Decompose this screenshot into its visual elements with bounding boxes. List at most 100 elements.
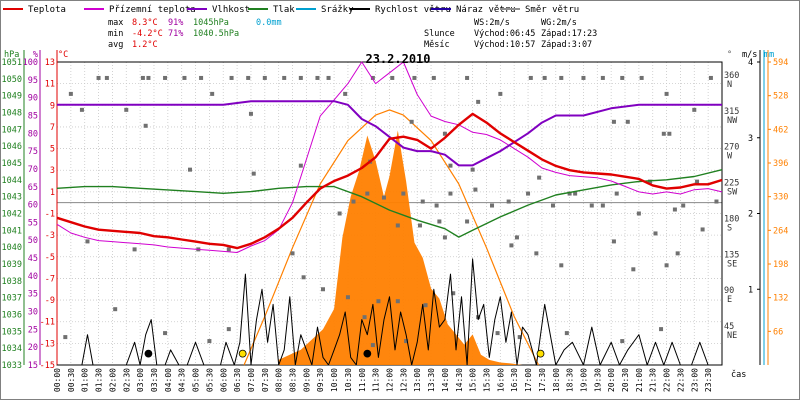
wind-direction-point — [470, 167, 475, 172]
time-tick-label: 11:30 — [372, 368, 381, 392]
time-tick-label: 06:30 — [233, 368, 242, 392]
wind-direction-point — [326, 75, 331, 80]
direction-degree-label: 45 — [724, 322, 734, 332]
time-tick-label: 13:00 — [413, 368, 422, 392]
ground-temperature-line — [56, 61, 723, 253]
wind-direction-point — [473, 187, 478, 192]
wind-direction-point — [282, 75, 287, 80]
wind-direction-point — [564, 331, 569, 336]
sun-moon-marker — [144, 349, 153, 358]
direction-degree-label: 360 — [724, 71, 739, 81]
pct-tick-label: 25 — [28, 325, 38, 335]
time-tick-label: 15:00 — [469, 368, 478, 392]
wind-direction-point — [146, 75, 151, 80]
wind-direction-point — [420, 199, 425, 204]
wind-direction-point — [298, 163, 303, 168]
time-tick-label: 08:30 — [289, 368, 298, 392]
wind-direction-point — [188, 167, 192, 172]
moonset-time: Západ:3:07 — [541, 40, 592, 50]
chart-title: 23.2.2010 — [365, 52, 430, 66]
time-tick-label: 16:00 — [496, 368, 505, 392]
radiation-tick-label: 330 — [773, 193, 788, 203]
wind-direction-point — [700, 227, 705, 232]
hpa-tick-label: 1036 — [2, 311, 22, 321]
pct-tick-label: 100 — [23, 58, 38, 68]
degc-tick-label: -3 — [45, 231, 55, 241]
wind-direction-point — [534, 251, 539, 256]
stats-humidity: 91% — [168, 18, 183, 28]
degc-tick-label: -1 — [45, 210, 55, 220]
wind-direction-point — [636, 211, 641, 216]
wind-direction-point — [542, 75, 547, 80]
wind-direction-point — [404, 339, 409, 344]
wind-direction-point — [290, 251, 295, 256]
time-tick-label: 23:30 — [704, 368, 713, 392]
wind-direction-point — [620, 75, 625, 80]
stats-label: max — [108, 18, 123, 28]
wind-direction-point — [140, 75, 145, 80]
wind-direction-point — [395, 299, 400, 304]
time-tick-label: 07:00 — [247, 368, 256, 392]
wind-direction-point — [517, 335, 522, 340]
wind-direction-point — [229, 75, 234, 80]
pct-tick-label: 75 — [28, 147, 38, 157]
wind-direction-point — [661, 131, 666, 136]
wind-gust-info: WG:2m/s — [541, 18, 577, 28]
pct-tick-label: 60 — [28, 201, 38, 211]
degc-tick-label: -15 — [40, 361, 55, 371]
pct-tick-label: 80 — [28, 129, 38, 139]
pct-tick-label: 40 — [28, 272, 38, 282]
time-tick-label: 01:00 — [81, 368, 90, 392]
wind-direction-point — [362, 315, 367, 320]
wind-direction-point — [514, 235, 519, 240]
wind-direction-point — [495, 331, 500, 336]
wind-direction-point — [625, 119, 630, 124]
pct-tick-label: 95 — [28, 76, 38, 86]
wind-direction-point — [365, 191, 370, 196]
theoretical-radiation-line — [243, 109, 540, 366]
time-tick-label: 14:30 — [455, 368, 464, 392]
pct-tick-label: 35 — [28, 290, 38, 300]
wind-direction-point — [246, 75, 251, 80]
hpa-tick-label: 1033 — [2, 361, 22, 371]
pct-tick-label: 20 — [28, 343, 38, 353]
wind-direction-point — [143, 123, 148, 128]
wind-direction-point — [298, 75, 303, 80]
time-tick-label: 05:00 — [192, 368, 201, 392]
wind-direction-point — [423, 303, 428, 308]
wind-direction-point — [526, 191, 531, 196]
direction-name-label: W — [727, 152, 733, 162]
pct-tick-label: 45 — [28, 254, 38, 264]
wind-direction-point — [614, 191, 619, 196]
wind-direction-point — [681, 203, 686, 208]
degc-tick-label: 7 — [50, 123, 55, 133]
wind-direction-point — [659, 327, 664, 332]
hpa-tick-label: 1050 — [2, 75, 22, 85]
degc-tick-label: -13 — [40, 339, 55, 349]
direction-name-label: NE — [727, 331, 737, 341]
time-tick-label: 02:00 — [108, 368, 117, 392]
stats-rain: 0.0mm — [256, 18, 282, 28]
wind-direction-point — [395, 223, 400, 228]
ms-tick-label: 4 — [748, 58, 753, 68]
wind-direction-point — [573, 191, 578, 196]
wind-direction-point — [528, 75, 533, 80]
stats-temp: 1.2°C — [132, 40, 158, 50]
hpa-tick-label: 1046 — [2, 142, 22, 152]
sunset-time: Západ:17:23 — [541, 29, 597, 39]
wind-direction-point — [600, 75, 605, 80]
wind-direction-point — [434, 203, 439, 208]
time-unit-label: čas — [731, 369, 746, 380]
wind-direction-point — [611, 239, 616, 244]
wind-direction-point — [417, 223, 422, 228]
wind-direction-point — [337, 211, 342, 216]
wind-direction-point — [567, 191, 572, 196]
time-tick-label: 19:00 — [579, 368, 588, 392]
time-tick-label: 04:00 — [164, 368, 173, 392]
wind-direction-point — [559, 75, 564, 80]
degc-tick-label: 11 — [45, 80, 55, 90]
pct-tick-label: 30 — [28, 308, 38, 318]
time-tick-label: 08:00 — [275, 368, 284, 392]
degc-tick-label: 1 — [50, 188, 55, 198]
